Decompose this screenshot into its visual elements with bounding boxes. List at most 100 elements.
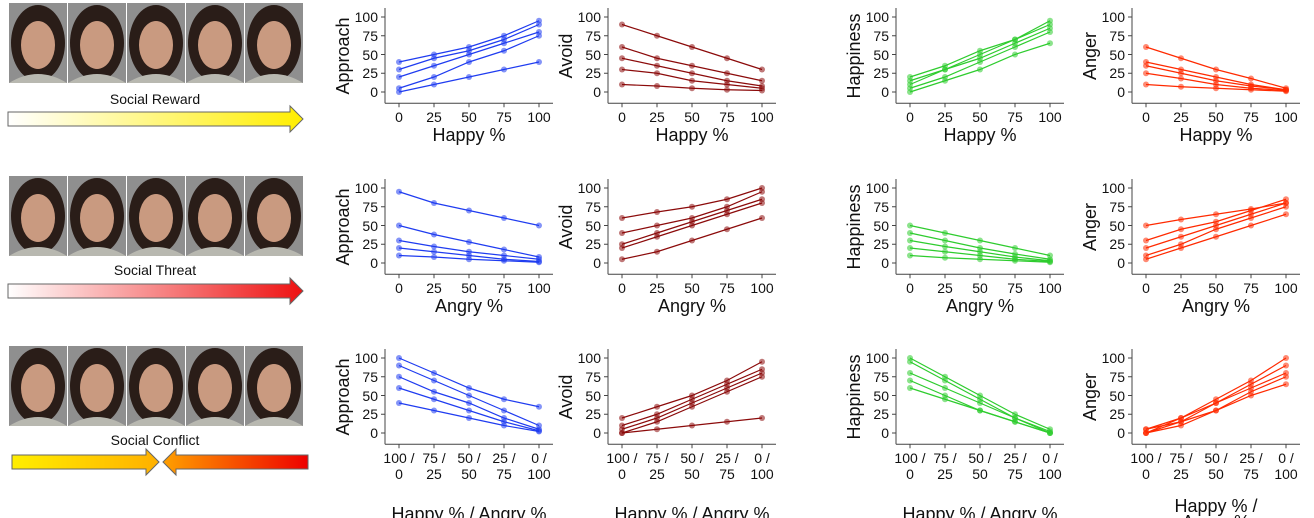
data-point bbox=[466, 400, 472, 406]
x-axis-label: Happy % bbox=[1179, 125, 1253, 146]
data-point bbox=[619, 55, 625, 62]
x-tick-label: 75 bbox=[496, 109, 512, 126]
data-point bbox=[1143, 426, 1149, 433]
data-point bbox=[1248, 75, 1254, 82]
data-point bbox=[689, 85, 695, 92]
data-point bbox=[1047, 257, 1053, 264]
x-axis-label: Angry % bbox=[1181, 296, 1251, 317]
data-point bbox=[536, 59, 542, 65]
data-point bbox=[942, 230, 948, 236]
y-axis-label: Anger bbox=[1080, 31, 1100, 80]
y-tick-label: 50 bbox=[873, 217, 889, 234]
x-tick-label: 75 / 25 bbox=[1169, 450, 1193, 483]
data-point bbox=[689, 237, 695, 244]
data-point bbox=[1143, 44, 1149, 50]
data-point bbox=[619, 256, 625, 263]
data-point bbox=[759, 415, 765, 421]
face bbox=[198, 21, 232, 69]
y-axis-label: Approach bbox=[333, 188, 353, 266]
x-axis-label: Happy % bbox=[655, 125, 729, 146]
y-tick-label: 100 bbox=[354, 350, 378, 366]
data-point bbox=[466, 59, 472, 65]
data-point bbox=[654, 209, 660, 215]
participant-line bbox=[621, 187, 763, 219]
data-point bbox=[501, 47, 507, 54]
x-axis-label: Angry % bbox=[945, 296, 1015, 317]
y-tick-label: 0 bbox=[593, 425, 601, 441]
data-point bbox=[1143, 256, 1149, 263]
x-tick-label: 50 / 50 bbox=[1204, 450, 1228, 483]
x-tick-label: 100 bbox=[1038, 109, 1062, 126]
y-tick-label: 75 bbox=[873, 198, 889, 215]
data-point bbox=[907, 222, 913, 229]
x-tick-label: 25 bbox=[937, 280, 953, 297]
data-point bbox=[724, 55, 730, 62]
y-tick-label: 25 bbox=[362, 65, 378, 82]
data-point bbox=[1012, 40, 1018, 47]
data-point bbox=[396, 89, 402, 95]
y-axis-label: Happiness bbox=[844, 184, 864, 270]
x-tick-label: 0 bbox=[395, 280, 403, 297]
data-point bbox=[396, 222, 402, 229]
data-point bbox=[619, 215, 625, 221]
data-point bbox=[759, 66, 765, 73]
data-point bbox=[942, 77, 948, 84]
data-point bbox=[1047, 40, 1053, 47]
data-point bbox=[431, 243, 437, 250]
x-tick-label: 0 bbox=[906, 280, 914, 297]
data-point bbox=[501, 66, 507, 73]
data-point bbox=[1283, 355, 1289, 361]
data-point bbox=[1178, 83, 1184, 90]
data-point bbox=[724, 207, 730, 214]
data-point bbox=[501, 215, 507, 221]
data-point bbox=[396, 245, 402, 251]
y-tick-label: 0 bbox=[1117, 255, 1125, 271]
face bbox=[21, 364, 55, 412]
x-tick-label: 75 / 25 bbox=[645, 450, 669, 483]
y-tick-label: 0 bbox=[370, 425, 378, 441]
x-tick-label: 100 / 0 bbox=[606, 450, 638, 483]
data-point bbox=[536, 259, 542, 266]
data-point bbox=[759, 77, 765, 84]
y-tick-label: 25 bbox=[873, 236, 889, 253]
face bbox=[80, 364, 114, 412]
data-point bbox=[536, 222, 542, 229]
x-tick-label: 50 bbox=[1208, 280, 1224, 297]
data-point bbox=[759, 87, 765, 94]
x-tick-label: 0 bbox=[618, 280, 626, 297]
shirt bbox=[68, 74, 126, 83]
data-point bbox=[942, 66, 948, 73]
shirt bbox=[186, 417, 244, 426]
x-tick-label: 75 bbox=[496, 280, 512, 297]
y-axis-label: Anger bbox=[1080, 202, 1100, 251]
y-tick-label: 50 bbox=[362, 46, 378, 63]
data-point bbox=[1178, 226, 1184, 233]
y-tick-label: 75 bbox=[1109, 368, 1125, 385]
y-tick-label: 25 bbox=[585, 406, 601, 423]
x-tick-label: 0 / 100 bbox=[1038, 450, 1062, 483]
y-tick-label: 25 bbox=[1109, 236, 1125, 253]
data-point bbox=[654, 230, 660, 236]
threat-arrow bbox=[7, 276, 304, 306]
data-point bbox=[1248, 211, 1254, 218]
data-point bbox=[654, 418, 660, 425]
x-tick-label: 100 / 0 bbox=[894, 450, 926, 483]
x-tick-label: 50 / 50 bbox=[680, 450, 704, 483]
data-point bbox=[977, 256, 983, 263]
data-point bbox=[1178, 233, 1184, 240]
y-tick-label: 100 bbox=[865, 350, 889, 366]
shirt bbox=[127, 417, 185, 426]
x-tick-label: 100 bbox=[750, 109, 774, 126]
shirt bbox=[9, 74, 67, 83]
data-point bbox=[1283, 362, 1289, 369]
data-point bbox=[1012, 254, 1018, 260]
data-point bbox=[466, 415, 472, 421]
data-point bbox=[396, 385, 402, 391]
data-point bbox=[501, 36, 507, 43]
data-point bbox=[1283, 373, 1289, 380]
data-point bbox=[619, 430, 625, 436]
x-axis-label: Happy % / Angry % bbox=[614, 504, 770, 518]
data-point bbox=[1012, 245, 1018, 251]
data-point bbox=[689, 396, 695, 403]
row-label: Social Reward bbox=[109, 91, 201, 107]
